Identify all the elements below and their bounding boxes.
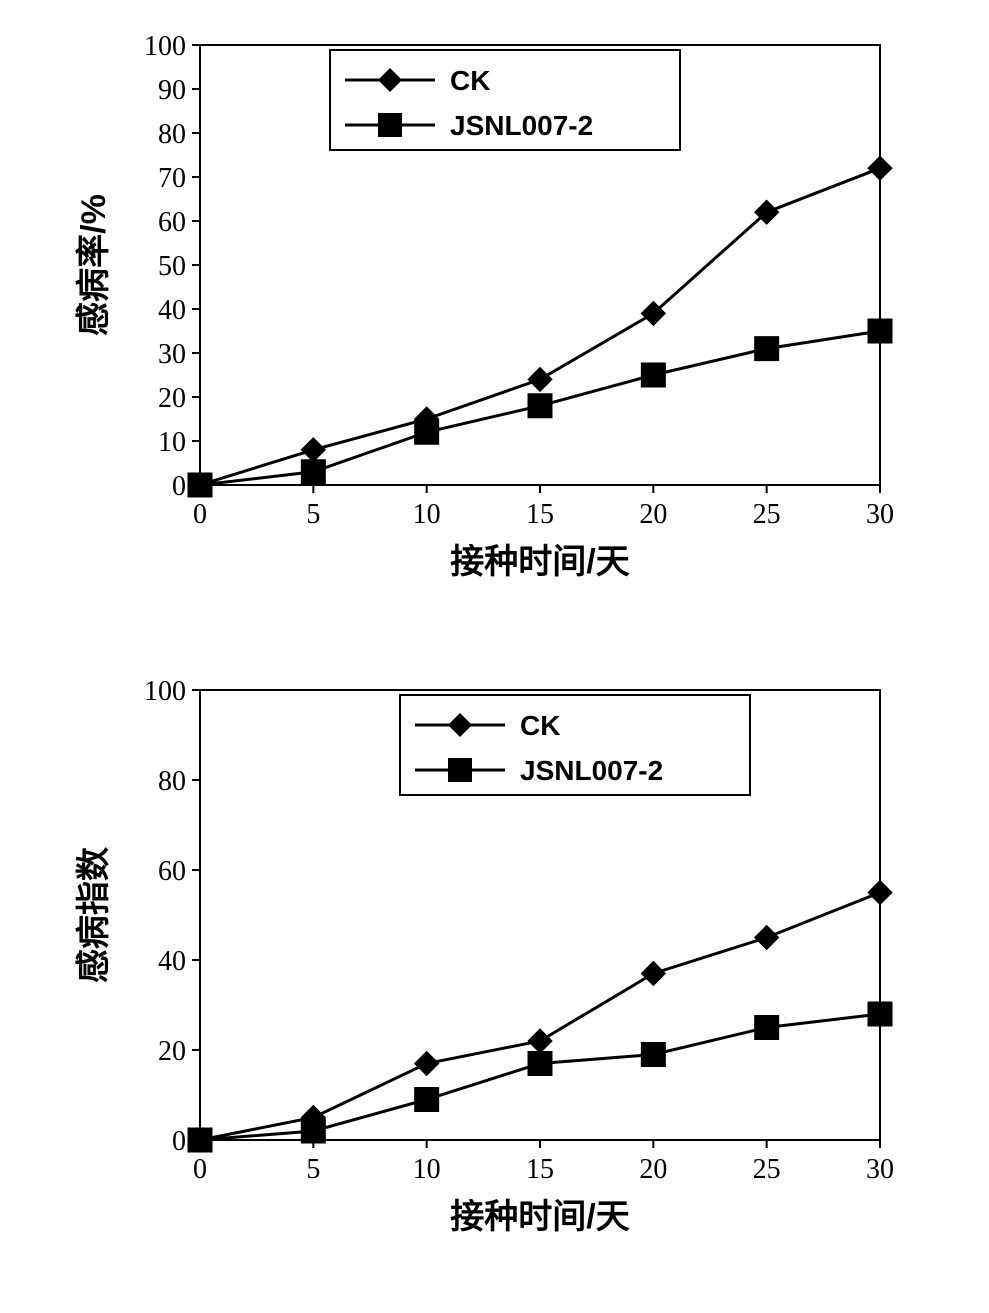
series-marker-0 (641, 962, 665, 986)
x-tick-label: 10 (413, 499, 441, 530)
x-tick-label: 0 (193, 499, 207, 530)
series-marker-1 (301, 1119, 325, 1143)
x-tick-label: 30 (866, 499, 894, 530)
y-tick-label: 20 (158, 1036, 186, 1067)
series-marker-1 (868, 319, 892, 343)
x-tick-label: 15 (526, 1154, 554, 1185)
legend-label-1: JSNL007-2 (450, 110, 593, 141)
x-tick-label: 20 (639, 1154, 667, 1185)
series-marker-1 (755, 337, 779, 361)
series-marker-1 (415, 420, 439, 444)
chart-svg: 0 20 40 60 80 100 0 5 10 15 20 25 30 感病指数接种时间/天 CK JSNL… (70, 660, 930, 1280)
y-axis-title: 感病率/% (75, 194, 113, 336)
y-tick-label: 40 (158, 946, 186, 977)
y-tick-label: 30 (158, 339, 186, 370)
legend-label-1: JSNL007-2 (520, 755, 663, 786)
y-tick-label: 60 (158, 856, 186, 887)
series-marker-1 (415, 1088, 439, 1112)
y-tick-label: 100 (144, 676, 186, 707)
legend-marker-1 (378, 113, 402, 137)
series-marker-1 (528, 394, 552, 418)
series-marker-1 (755, 1016, 779, 1040)
legend-label-0: CK (520, 710, 560, 741)
legend-marker-0 (448, 713, 472, 737)
y-tick-label: 20 (158, 383, 186, 414)
series-marker-0 (868, 881, 892, 905)
x-tick-label: 10 (413, 1154, 441, 1185)
y-tick-label: 100 (144, 31, 186, 62)
series-marker-0 (415, 1052, 439, 1076)
y-tick-label: 80 (158, 766, 186, 797)
chart-svg: 0 10 20 30 40 50 60 70 80 90 100 0 5 10 15 20 25 30 感病率/% 接… (70, 15, 930, 625)
series-marker-1 (188, 1128, 212, 1152)
x-tick-label: 5 (306, 499, 320, 530)
series-marker-0 (528, 1029, 552, 1053)
x-tick-label: 15 (526, 499, 554, 530)
series-marker-0 (528, 367, 552, 391)
legend-label-0: CK (450, 65, 490, 96)
x-axis-title: 接种时间/天 (450, 1198, 629, 1236)
y-tick-label: 10 (158, 427, 186, 458)
y-tick-label: 50 (158, 251, 186, 282)
series-marker-0 (301, 438, 325, 462)
y-tick-label: 70 (158, 163, 186, 194)
y-axis-title: 感病指数 (75, 847, 113, 983)
y-tick-label: 90 (158, 75, 186, 106)
y-tick-label: 0 (172, 471, 186, 502)
x-axis-title: 接种时间/天 (450, 543, 629, 581)
y-tick-label: 80 (158, 119, 186, 150)
x-tick-label: 0 (193, 1154, 207, 1185)
series-marker-1 (301, 460, 325, 484)
series-marker-1 (868, 1002, 892, 1026)
legend-marker-1 (448, 758, 472, 782)
x-tick-label: 20 (639, 499, 667, 530)
series-line-0 (200, 168, 880, 485)
y-tick-label: 0 (172, 1126, 186, 1157)
x-tick-label: 25 (753, 1154, 781, 1185)
x-tick-label: 5 (306, 1154, 320, 1185)
series-marker-1 (641, 1043, 665, 1067)
legend-marker-0 (378, 68, 402, 92)
series-marker-1 (528, 1052, 552, 1076)
x-tick-label: 30 (866, 1154, 894, 1185)
series-marker-0 (755, 926, 779, 950)
y-tick-label: 60 (158, 207, 186, 238)
page-root: 0102030405060708090100051015202530感病率/%接… (0, 0, 989, 1313)
series-marker-1 (188, 473, 212, 497)
chart-infection-rate: 0 10 20 30 40 50 60 70 80 90 100 0 5 10 15 20 25 30 感病率/% 接… (70, 15, 930, 625)
chart-infection-index: 0 20 40 60 80 100 0 5 10 15 20 25 30 感病指数接种时间/天 CK JSNL… (70, 660, 930, 1280)
x-tick-label: 25 (753, 499, 781, 530)
series-marker-1 (641, 363, 665, 387)
series-marker-0 (868, 156, 892, 180)
y-tick-label: 40 (158, 295, 186, 326)
